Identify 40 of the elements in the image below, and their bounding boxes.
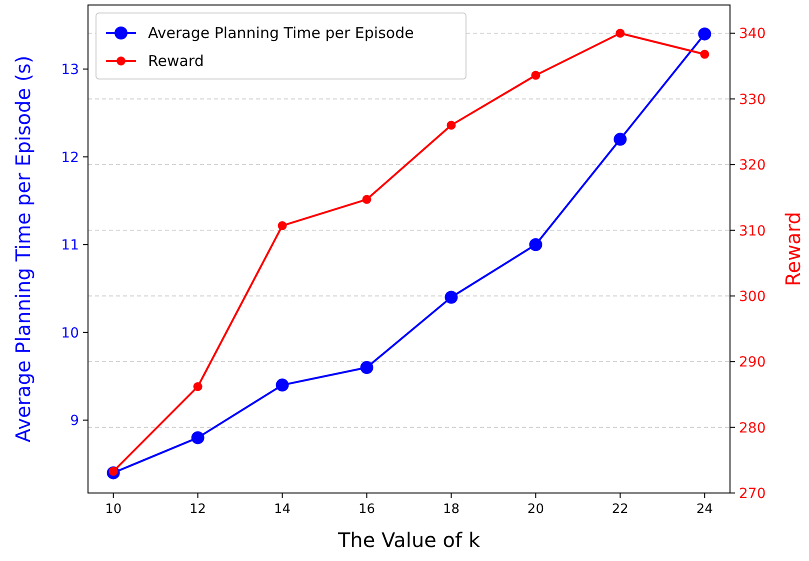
x-axis-title: The Value of k	[336, 528, 480, 552]
y2-tick-label: 310	[739, 223, 766, 240]
point	[444, 290, 458, 304]
point	[278, 221, 287, 230]
point	[529, 238, 542, 252]
point	[616, 28, 625, 38]
point	[193, 382, 202, 392]
x-tick-label: 12	[190, 502, 206, 517]
y2-tick-label: 330	[739, 92, 766, 108]
point	[360, 360, 374, 374]
x-tick-label: 20	[527, 502, 544, 517]
y2-tick-label: 290	[739, 354, 766, 371]
point	[276, 378, 289, 392]
y2-tick-label: 300	[739, 288, 766, 305]
point	[531, 70, 540, 80]
legend-label: Average Planning Time per Episode	[148, 24, 414, 42]
y2-tick-label: 320	[739, 158, 766, 174]
x-tick-label: 10	[105, 502, 122, 517]
y-tick-label: 12	[61, 150, 79, 166]
x-tick-label: 14	[274, 502, 291, 517]
legend-label: Reward	[148, 52, 204, 70]
y2-axis-title: Reward	[781, 212, 805, 286]
point	[446, 120, 456, 130]
x-tick-label: 22	[612, 502, 628, 517]
x-tick-label: 24	[696, 502, 713, 517]
point	[362, 194, 372, 204]
point	[191, 431, 204, 444]
y-tick-label: 10	[61, 325, 79, 342]
y-axis-title: Average Planning Time per Episode (s)	[11, 56, 35, 442]
y-tick-label: 9	[70, 413, 79, 430]
y2-tick-label: 280	[739, 420, 766, 436]
point	[614, 132, 627, 146]
y-tick-label: 13	[61, 62, 79, 78]
x-tick-label: 16	[358, 502, 376, 517]
x-tick-label: 18	[442, 502, 460, 517]
point	[700, 50, 710, 59]
y2-tick-label: 340	[739, 26, 766, 42]
point	[698, 27, 712, 40]
y2-tick-label: 270	[739, 486, 766, 502]
y-tick-label: 11	[61, 238, 79, 254]
